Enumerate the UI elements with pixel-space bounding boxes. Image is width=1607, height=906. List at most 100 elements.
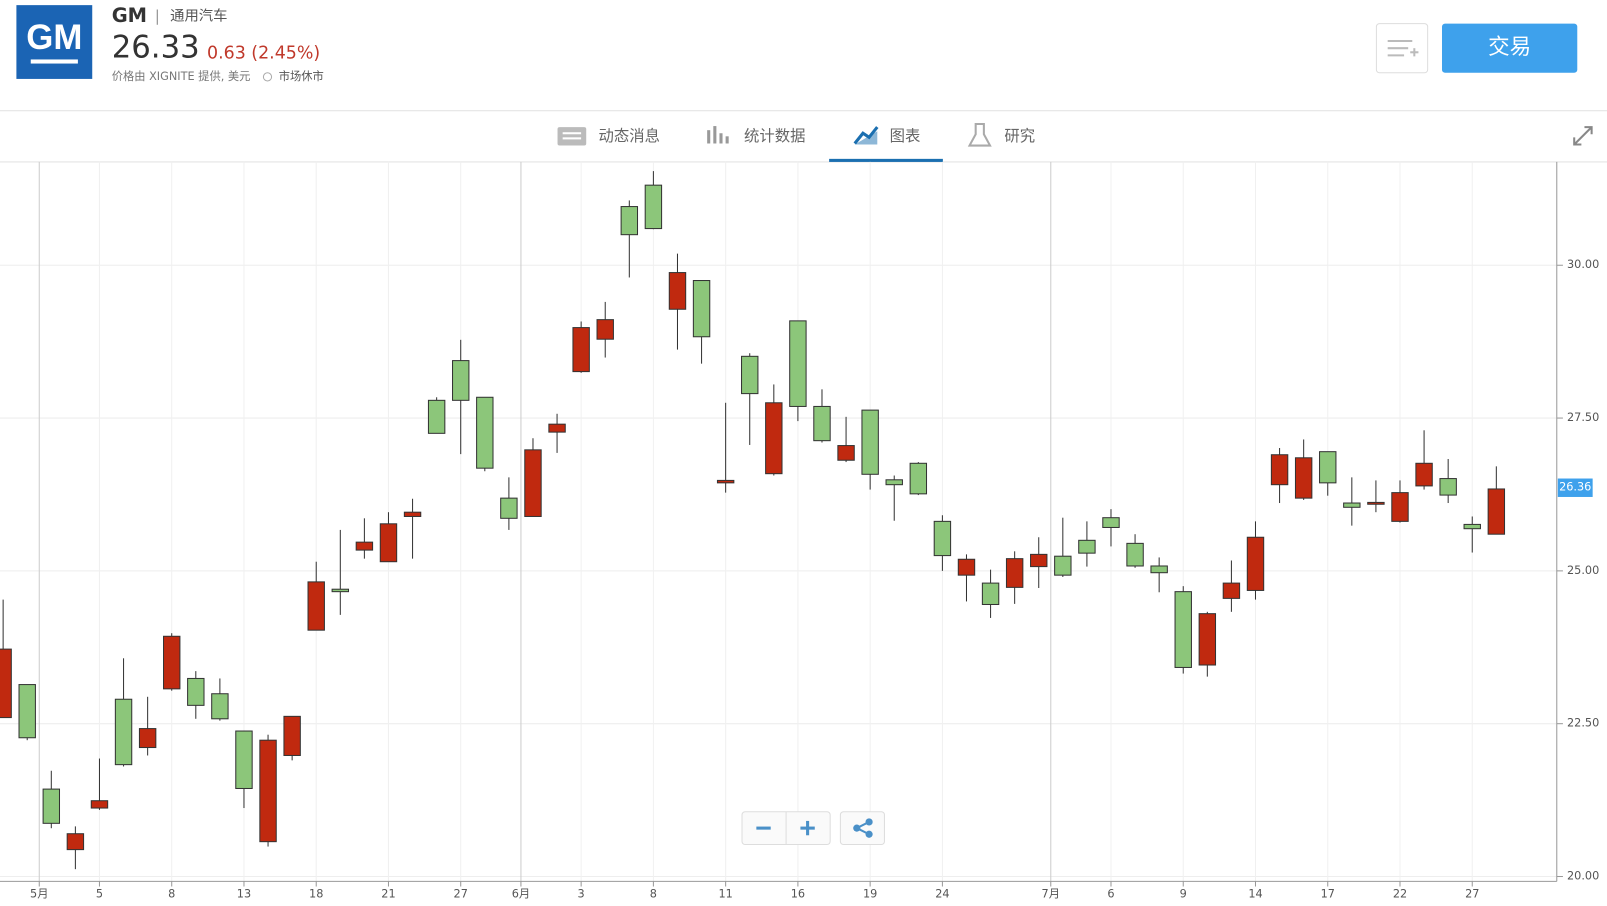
y-tick-label: 30.00 [1567,258,1599,271]
x-tick-label: 18 [309,888,323,901]
y-tick-label: 22.50 [1567,717,1599,730]
x-tick-label: 14 [1248,888,1262,901]
x-tick-label: 13 [237,888,251,901]
x-tick-label: 8 [168,888,175,901]
candle-body [1102,517,1120,528]
candle-body [524,449,542,517]
x-tick-label: 3 [578,888,585,901]
candle-body [1343,502,1361,508]
candle-body [1078,539,1096,554]
candle-body [957,558,976,576]
candle-body [427,399,446,434]
logo [16,5,93,79]
candle-body [66,833,85,851]
tab[interactable]: 统计数据 [744,127,805,145]
candle-body [403,511,422,517]
zoom-controls[interactable] [741,811,885,846]
tab-icons [557,122,992,147]
candle-body [1439,478,1457,496]
candle-body [355,541,374,551]
price: 26.33 [112,30,200,66]
tab[interactable]: 动态消息 [599,127,660,145]
candle-body [18,684,36,739]
candle-body [500,497,518,519]
x-tick-label: 19 [863,888,877,901]
candle-body [187,677,205,706]
candle-body [1246,536,1265,591]
x-tick-label: 27 [1465,888,1479,901]
x-tick-label: 5 [96,888,103,901]
candle-body [42,788,61,824]
candle-body [861,409,879,475]
price-change: 0.63 (2.45%) [207,43,320,63]
watchlist-icon [1387,39,1419,57]
candle-body [885,479,903,486]
logo-underline [30,59,78,64]
candle-body [596,319,614,340]
candle-body [163,635,181,690]
y-tick-label: 20.00 [1567,870,1599,883]
candle-body [259,739,277,843]
price-source: 价格由 XIGNITE 提供, 美元 [112,69,251,83]
candle-body [644,184,663,230]
candle-body [789,320,807,407]
separator: | [155,7,160,25]
candle-body [1005,558,1024,588]
candle-body [572,327,590,373]
candle-body [1054,555,1072,576]
candle-body [1319,451,1337,484]
active-tab-underline [829,158,943,162]
x-tick-label: 6 [1107,888,1114,901]
candle-body [235,730,253,789]
candle-body [138,728,157,749]
x-tick-label: 27 [454,888,468,901]
ticker: GM [112,4,147,27]
tab[interactable]: 图表 [890,127,921,145]
candle-body [1463,523,1481,530]
tab[interactable]: 研究 [1004,127,1035,145]
candle-body [1198,613,1217,666]
candle-body [1391,492,1409,522]
candle-body [0,648,12,719]
trade-button[interactable] [1441,23,1578,73]
candle-body [1294,457,1313,499]
candle-body [741,355,759,395]
company-name: 通用汽车 [170,7,227,24]
x-tick-label: 24 [935,888,949,901]
y-tick-label: 25.00 [1567,564,1599,577]
y-tick-label: 27.50 [1567,411,1599,424]
candle-body [1487,488,1506,535]
last-price-tag [1557,478,1593,497]
candle-body [837,445,855,461]
x-tick-label: 16 [791,888,805,901]
candle-body [1367,501,1385,505]
candle-body [379,523,398,563]
candle-body [620,206,639,236]
candle-body [933,520,952,557]
candle-body [981,582,1000,606]
candle-body [307,581,325,631]
market-status: 市场休市 [279,69,324,83]
x-tick-label: 8 [650,888,657,901]
candle-body [452,360,470,401]
logo-text: GM [26,18,82,57]
candle-body [90,800,109,809]
candle-body [909,462,928,495]
candle-body [211,693,229,720]
candle-body [1126,542,1144,567]
candle-body [283,715,301,756]
candle-body [1150,565,1168,574]
x-tick-label: 5月 [30,888,48,901]
clock-icon [262,72,273,82]
trade-button-label[interactable]: 交易 [1488,35,1531,60]
candle-body [114,698,133,766]
last-price-label: 26.36 [1559,481,1591,494]
candle-body [476,396,494,469]
candle-body [668,272,687,310]
x-tick-label: 21 [381,888,395,901]
candle-body [1030,553,1048,568]
candle-body [1174,591,1192,668]
fullscreen-icon[interactable] [1573,126,1593,146]
candle-body [765,402,783,475]
x-tick-label: 11 [718,888,732,901]
